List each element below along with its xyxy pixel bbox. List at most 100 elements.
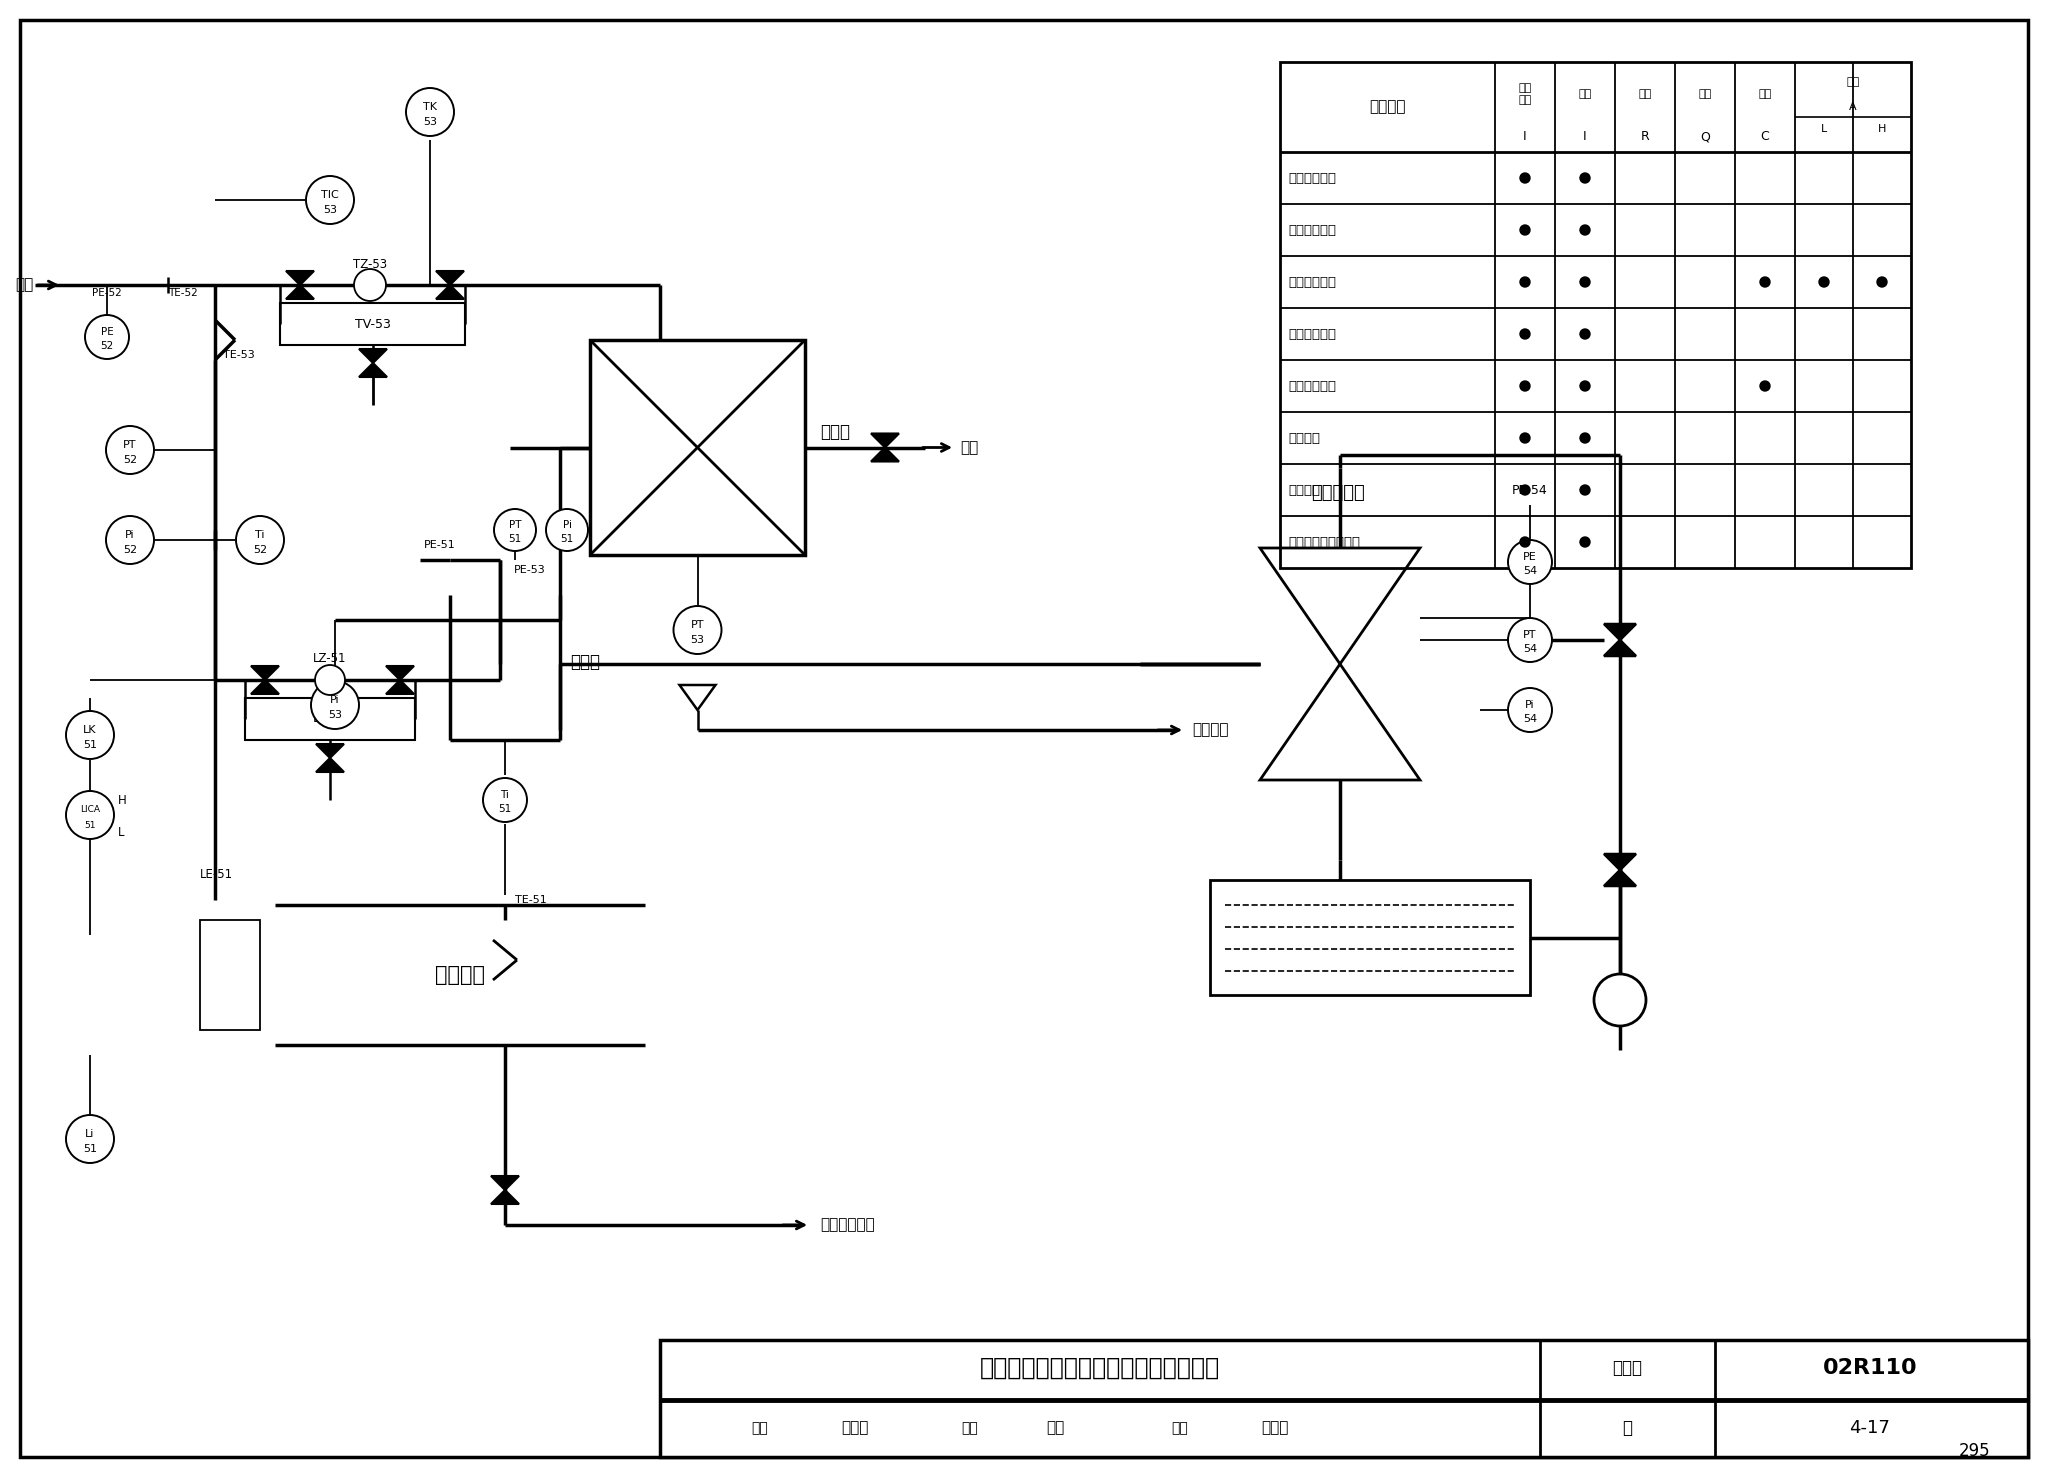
Text: H: H <box>1878 124 1886 134</box>
Text: PE: PE <box>1524 552 1536 563</box>
Circle shape <box>1819 278 1829 287</box>
Circle shape <box>1759 381 1769 391</box>
Circle shape <box>1579 278 1589 287</box>
Circle shape <box>86 315 129 359</box>
Text: TZ-53: TZ-53 <box>352 258 387 272</box>
Text: 51: 51 <box>84 740 96 750</box>
Text: 设计: 设计 <box>1171 1421 1188 1436</box>
Text: 待除氧水压力: 待除氧水压力 <box>1288 328 1335 341</box>
Text: I: I <box>1583 130 1587 143</box>
Text: Pi: Pi <box>125 530 135 539</box>
Text: 51: 51 <box>498 805 512 814</box>
Bar <box>1210 880 1530 995</box>
Circle shape <box>1520 225 1530 235</box>
Circle shape <box>1579 484 1589 495</box>
Text: PE-54: PE-54 <box>1511 483 1548 496</box>
Bar <box>281 303 465 346</box>
Text: H: H <box>119 793 127 806</box>
Text: 真空除氧器热工检测及自动调节系统图: 真空除氧器热工检测及自动调节系统图 <box>979 1356 1221 1380</box>
Text: 4-17: 4-17 <box>1849 1419 1890 1437</box>
Polygon shape <box>385 679 414 694</box>
Bar <box>659 1340 2028 1456</box>
Polygon shape <box>1604 640 1636 656</box>
Text: 52: 52 <box>123 455 137 465</box>
Polygon shape <box>315 758 344 772</box>
Text: TIC: TIC <box>322 189 338 199</box>
Circle shape <box>66 710 115 759</box>
Text: L: L <box>1821 124 1827 134</box>
Text: Li: Li <box>86 1128 94 1139</box>
Text: 图集号: 图集号 <box>1612 1359 1642 1377</box>
Text: 51: 51 <box>84 821 96 830</box>
Text: 指示: 指示 <box>1579 89 1591 99</box>
Circle shape <box>1579 173 1589 183</box>
Polygon shape <box>1604 870 1636 886</box>
Text: 控制: 控制 <box>1759 89 1772 99</box>
Text: 赵吉重: 赵吉重 <box>842 1421 868 1436</box>
Text: TE-52: TE-52 <box>168 288 199 298</box>
Circle shape <box>1507 541 1552 583</box>
Polygon shape <box>315 744 344 758</box>
Polygon shape <box>870 434 899 448</box>
Text: 51: 51 <box>561 533 573 544</box>
Circle shape <box>1579 329 1589 340</box>
Text: TE-51: TE-51 <box>514 895 547 905</box>
Text: TE-53: TE-53 <box>223 350 254 360</box>
Text: Pi: Pi <box>1526 700 1534 710</box>
Circle shape <box>66 1115 115 1162</box>
Circle shape <box>1593 973 1647 1027</box>
Text: C: C <box>1761 130 1769 143</box>
Bar <box>590 340 805 555</box>
Text: Pi: Pi <box>563 520 571 530</box>
Circle shape <box>1579 538 1589 546</box>
Text: PT: PT <box>123 440 137 449</box>
Circle shape <box>311 681 358 730</box>
Circle shape <box>354 269 385 301</box>
Text: 记录: 记录 <box>1638 89 1651 99</box>
Text: 除氧水箱温度: 除氧水箱温度 <box>1288 223 1335 236</box>
Text: 页: 页 <box>1622 1419 1632 1437</box>
Circle shape <box>547 510 588 551</box>
Text: 方德: 方德 <box>1047 1421 1065 1436</box>
Text: LV-51: LV-51 <box>313 712 346 725</box>
Polygon shape <box>252 666 279 679</box>
Polygon shape <box>1604 854 1636 870</box>
Polygon shape <box>287 270 313 285</box>
Text: A: A <box>1849 102 1858 112</box>
Text: 审核: 审核 <box>752 1421 768 1436</box>
Text: 除氧器真空度: 除氧器真空度 <box>1288 171 1335 185</box>
Bar <box>1188 455 1843 1125</box>
Circle shape <box>1520 173 1530 183</box>
Circle shape <box>66 792 115 839</box>
Text: Ti: Ti <box>256 530 264 539</box>
Polygon shape <box>870 448 899 461</box>
Text: 累计: 累计 <box>1698 89 1712 99</box>
Text: 54: 54 <box>1524 566 1538 576</box>
Text: 53: 53 <box>690 635 705 645</box>
Text: 报警: 报警 <box>1847 77 1860 87</box>
Text: Q: Q <box>1700 130 1710 143</box>
Polygon shape <box>287 285 313 298</box>
Bar <box>201 920 260 1029</box>
Polygon shape <box>436 270 465 285</box>
Text: 热媒: 热媒 <box>14 278 33 292</box>
Circle shape <box>483 778 526 823</box>
Text: 热媒温度: 热媒温度 <box>1288 483 1321 496</box>
Circle shape <box>1520 329 1530 340</box>
Text: M: M <box>365 279 377 291</box>
Polygon shape <box>492 1176 518 1190</box>
Text: Pi: Pi <box>330 694 340 705</box>
Circle shape <box>1520 484 1530 495</box>
Text: L: L <box>119 826 125 839</box>
Polygon shape <box>358 363 387 377</box>
Text: PT: PT <box>508 520 522 530</box>
Text: 51: 51 <box>508 533 522 544</box>
Text: LICA: LICA <box>80 805 100 814</box>
Circle shape <box>1507 617 1552 662</box>
Text: 53: 53 <box>324 205 338 216</box>
Text: 项目内容: 项目内容 <box>1370 99 1405 115</box>
Circle shape <box>305 176 354 225</box>
Circle shape <box>1579 433 1589 443</box>
Text: 待除氧水: 待除氧水 <box>1192 722 1229 737</box>
Text: PT: PT <box>690 620 705 629</box>
